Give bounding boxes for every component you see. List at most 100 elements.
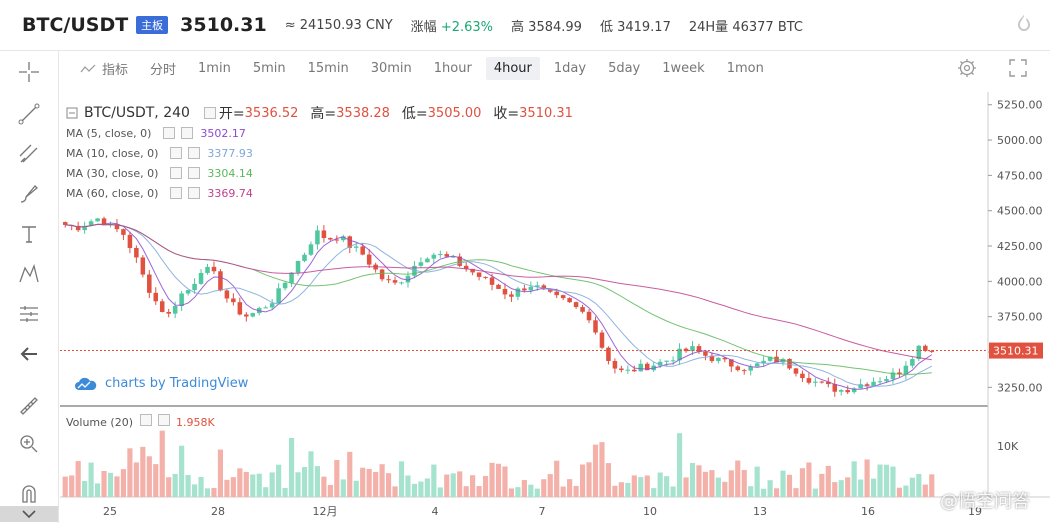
candle-body: [800, 373, 805, 379]
ma-settings-icon[interactable]: [170, 187, 183, 199]
volume-bar: [470, 475, 476, 497]
ruler-icon[interactable]: [17, 394, 41, 418]
volume-bar: [276, 464, 282, 497]
interval-5min[interactable]: 5min: [252, 60, 286, 76]
pair-name[interactable]: BTC/USDT: [22, 14, 129, 36]
ma-label: MA (5, close, 0): [66, 126, 152, 140]
candle-body: [509, 294, 514, 297]
trend-line-icon[interactable]: [17, 102, 41, 126]
vol-settings-icon[interactable]: [139, 414, 152, 426]
interval-1mon[interactable]: 1mon: [726, 60, 764, 76]
crosshair-icon[interactable]: [17, 60, 41, 84]
candle-body: [172, 305, 178, 314]
candle-body: [657, 361, 663, 366]
interval-1day[interactable]: 1day: [553, 60, 587, 76]
volume-bar: [845, 477, 851, 497]
volume-bar: [702, 471, 709, 497]
volume-bar: [573, 485, 579, 497]
candle-body: [864, 384, 870, 386]
candle-body: [515, 288, 521, 297]
candle-body: [929, 350, 935, 352]
zoom-in-icon[interactable]: [17, 432, 41, 456]
volume-bar: [592, 444, 599, 497]
ma-settings-icon[interactable]: [170, 167, 183, 179]
price-tick-label: 4500.00: [997, 205, 1043, 218]
volume-bar: [728, 470, 734, 497]
pattern-tool-icon[interactable]: [17, 262, 41, 286]
ma-settings-icon[interactable]: [163, 127, 176, 139]
fullscreen-icon[interactable]: [1008, 58, 1028, 78]
volume-bar: [243, 471, 249, 497]
fib-tool-icon[interactable]: [17, 142, 41, 166]
volume-bar: [230, 477, 236, 497]
volume-bar: [625, 482, 631, 497]
ma-close-icon[interactable]: [188, 147, 201, 159]
candle-body: [871, 381, 876, 386]
volume-bar: [334, 460, 340, 497]
candle-body: [722, 357, 728, 360]
expand-more-icon[interactable]: [0, 506, 58, 522]
volume-bar: [75, 461, 81, 497]
ma-label: MA (10, close, 0): [66, 146, 159, 160]
settings-gear-icon[interactable]: [956, 57, 978, 79]
candle-body: [198, 272, 204, 284]
ma-settings-icon[interactable]: [170, 147, 183, 159]
candle-body: [308, 244, 314, 255]
indicators-button[interactable]: 指标: [72, 55, 136, 82]
interval-15min[interactable]: 15min: [307, 60, 349, 76]
last-price-tag-label: 3510.31: [993, 345, 1039, 358]
volume-bar: [133, 462, 139, 497]
interval-1hour[interactable]: 1hour: [433, 60, 472, 76]
tradingview-branding[interactable]: charts by TradingView: [74, 376, 248, 391]
brush-icon[interactable]: [17, 182, 41, 206]
interval-5day[interactable]: 5day: [608, 60, 641, 76]
volume-bar: [832, 482, 838, 497]
text-tool-icon[interactable]: [17, 222, 41, 246]
volume-bar: [722, 481, 728, 497]
volume-bar: [424, 478, 430, 497]
volume-bar: [670, 486, 676, 497]
open-value: 3536.52: [244, 105, 299, 121]
candle-body: [787, 358, 792, 369]
interval-1week[interactable]: 1week: [662, 60, 705, 76]
collapse-icon[interactable]: [66, 107, 78, 119]
candle-body: [586, 311, 592, 321]
interval-4hour[interactable]: 4hour: [485, 56, 540, 80]
interval-1min[interactable]: 1min: [198, 60, 231, 76]
interval-30min[interactable]: 30min: [370, 60, 412, 76]
volume-bar: [870, 478, 877, 497]
volume-bar: [360, 467, 366, 497]
settings-box-icon[interactable]: [203, 107, 216, 119]
volume-bar: [508, 488, 515, 497]
ma-row: MA (10, close, 0) 3377.93: [66, 143, 573, 163]
interval-分时[interactable]: 分时: [150, 62, 177, 78]
volume-bar: [644, 475, 650, 497]
volume-bar: [922, 484, 928, 497]
candle-body: [140, 257, 146, 275]
ma-close-icon[interactable]: [188, 187, 201, 199]
candle-body: [185, 290, 191, 294]
volume-bar: [896, 487, 903, 497]
last-price-tag: [989, 342, 1043, 359]
candle-body: [127, 234, 133, 248]
back-arrow-icon[interactable]: [17, 342, 41, 366]
candle-body: [192, 283, 197, 291]
candle-body: [696, 346, 702, 352]
volume-bar: [780, 470, 786, 497]
volume-bar: [431, 464, 437, 497]
volume-bar: [786, 474, 793, 497]
vol-close-icon[interactable]: [157, 414, 170, 426]
volume-bar: [664, 476, 670, 497]
branding-text: charts by TradingView: [105, 376, 249, 391]
measure-tool-icon[interactable]: [17, 302, 41, 326]
candle-body: [159, 301, 165, 312]
magnet-icon[interactable]: [17, 482, 41, 506]
ma-close-icon[interactable]: [188, 167, 201, 179]
volume-bar: [127, 448, 133, 497]
candle-body: [438, 254, 443, 256]
price-tick-label: 4250.00: [997, 240, 1043, 253]
ma-close-icon[interactable]: [181, 127, 194, 139]
volume-bar: [314, 466, 321, 497]
low-stat: 低 3419.17: [600, 16, 671, 35]
